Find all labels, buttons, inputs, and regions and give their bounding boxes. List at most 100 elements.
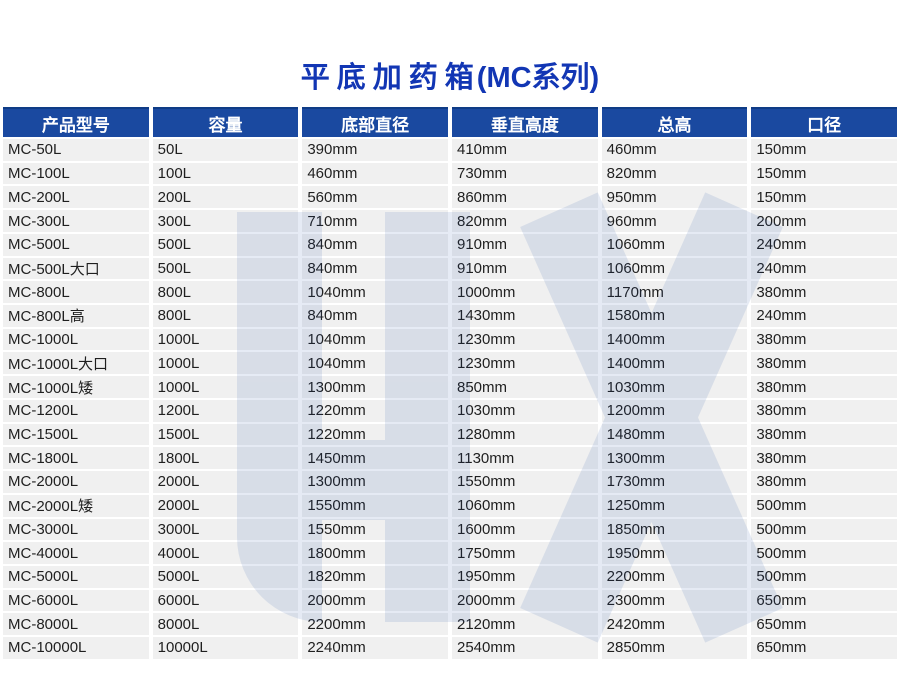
page-title-suffix: (MC系列) (476, 62, 600, 94)
value-cell: 710mm (302, 210, 448, 232)
column-header-3: 垂直高度 (452, 107, 598, 137)
value-cell: 500mm (751, 518, 897, 541)
value-cell: 1500L (152, 423, 299, 446)
value-cell: 150mm (751, 162, 897, 185)
value-cell: 1300mm (302, 376, 448, 398)
value-cell: 1200mm (601, 399, 748, 422)
value-cell: 6000L (152, 589, 299, 612)
page-title-main: 平底加药箱 (300, 62, 481, 94)
value-cell: 380mm (751, 447, 897, 470)
column-header-1: 容量 (152, 107, 299, 137)
value-cell: 1040mm (302, 352, 448, 375)
value-cell: 100L (152, 162, 299, 185)
model-cell: MC-10000L (3, 637, 149, 659)
value-cell: 820mm (601, 162, 748, 185)
value-cell: 1250mm (601, 494, 748, 517)
value-cell: 5000L (152, 565, 299, 588)
value-cell: 2000mm (302, 589, 448, 612)
column-header-0: 产品型号 (3, 107, 149, 137)
value-cell: 1230mm (452, 328, 598, 351)
value-cell: 1950mm (601, 542, 748, 564)
value-cell: 200L (152, 186, 299, 209)
value-cell: 2120mm (452, 613, 598, 636)
value-cell: 1000mm (452, 281, 598, 304)
value-cell: 850mm (452, 376, 598, 398)
value-cell: 2000L (152, 494, 299, 517)
value-cell: 1730mm (601, 471, 748, 493)
value-cell: 1220mm (302, 399, 448, 422)
value-cell: 800L (152, 305, 299, 327)
value-cell: 2000L (152, 471, 299, 493)
model-cell: MC-500L (3, 233, 149, 256)
value-cell: 380mm (751, 471, 897, 493)
value-cell: 240mm (751, 257, 897, 280)
value-cell: 3000L (152, 518, 299, 541)
value-cell: 1750mm (452, 542, 598, 564)
value-cell: 380mm (751, 281, 897, 304)
value-cell: 390mm (302, 139, 448, 161)
value-cell: 2000mm (452, 589, 598, 612)
model-cell: MC-8000L (3, 613, 149, 636)
value-cell: 2240mm (302, 637, 448, 659)
value-cell: 1480mm (601, 423, 748, 446)
value-cell: 730mm (452, 162, 598, 185)
value-cell: 500mm (751, 494, 897, 517)
model-cell: MC-500L大口 (3, 257, 149, 280)
value-cell: 500L (152, 233, 299, 256)
model-cell: MC-2000L矮 (3, 494, 149, 517)
value-cell: 1450mm (302, 447, 448, 470)
model-cell: MC-300L (3, 210, 149, 232)
value-cell: 1000L (152, 328, 299, 351)
model-cell: MC-5000L (3, 565, 149, 588)
value-cell: 650mm (751, 589, 897, 612)
value-cell: 840mm (302, 233, 448, 256)
value-cell: 840mm (302, 257, 448, 280)
value-cell: 1230mm (452, 352, 598, 375)
value-cell: 1280mm (452, 423, 598, 446)
value-cell: 500mm (751, 565, 897, 588)
value-cell: 1400mm (601, 328, 748, 351)
value-cell: 1600mm (452, 518, 598, 541)
value-cell: 1040mm (302, 281, 448, 304)
value-cell: 860mm (452, 186, 598, 209)
value-cell: 1400mm (601, 352, 748, 375)
value-cell: 910mm (452, 257, 598, 280)
model-cell: MC-100L (3, 162, 149, 185)
model-cell: MC-50L (3, 139, 149, 161)
value-cell: 1130mm (452, 447, 598, 470)
value-cell: 1820mm (302, 565, 448, 588)
value-cell: 1030mm (601, 376, 748, 398)
value-cell: 1580mm (601, 305, 748, 327)
value-cell: 1550mm (452, 471, 598, 493)
model-cell: MC-1000L矮 (3, 376, 149, 398)
model-cell: MC-1800L (3, 447, 149, 470)
value-cell: 460mm (302, 162, 448, 185)
value-cell: 1200L (152, 399, 299, 422)
value-cell: 1220mm (302, 423, 448, 446)
value-cell: 1800mm (302, 542, 448, 564)
column-header-4: 总高 (601, 107, 748, 137)
model-cell: MC-4000L (3, 542, 149, 564)
value-cell: 240mm (751, 305, 897, 327)
value-cell: 1060mm (452, 494, 598, 517)
value-cell: 1950mm (452, 565, 598, 588)
value-cell: 500L (152, 257, 299, 280)
value-cell: 1000L (152, 376, 299, 398)
value-cell: 150mm (751, 139, 897, 161)
model-cell: MC-200L (3, 186, 149, 209)
value-cell: 1060mm (601, 257, 748, 280)
value-cell: 800L (152, 281, 299, 304)
value-cell: 1430mm (452, 305, 598, 327)
value-cell: 1040mm (302, 328, 448, 351)
value-cell: 380mm (751, 376, 897, 398)
value-cell: 150mm (751, 186, 897, 209)
value-cell: 1550mm (302, 494, 448, 517)
value-cell: 1000L (152, 352, 299, 375)
value-cell: 2300mm (601, 589, 748, 612)
value-cell: 560mm (302, 186, 448, 209)
value-cell: 2200mm (302, 613, 448, 636)
value-cell: 380mm (751, 352, 897, 375)
value-cell: 2200mm (601, 565, 748, 588)
value-cell: 300L (152, 210, 299, 232)
value-cell: 1060mm (601, 233, 748, 256)
